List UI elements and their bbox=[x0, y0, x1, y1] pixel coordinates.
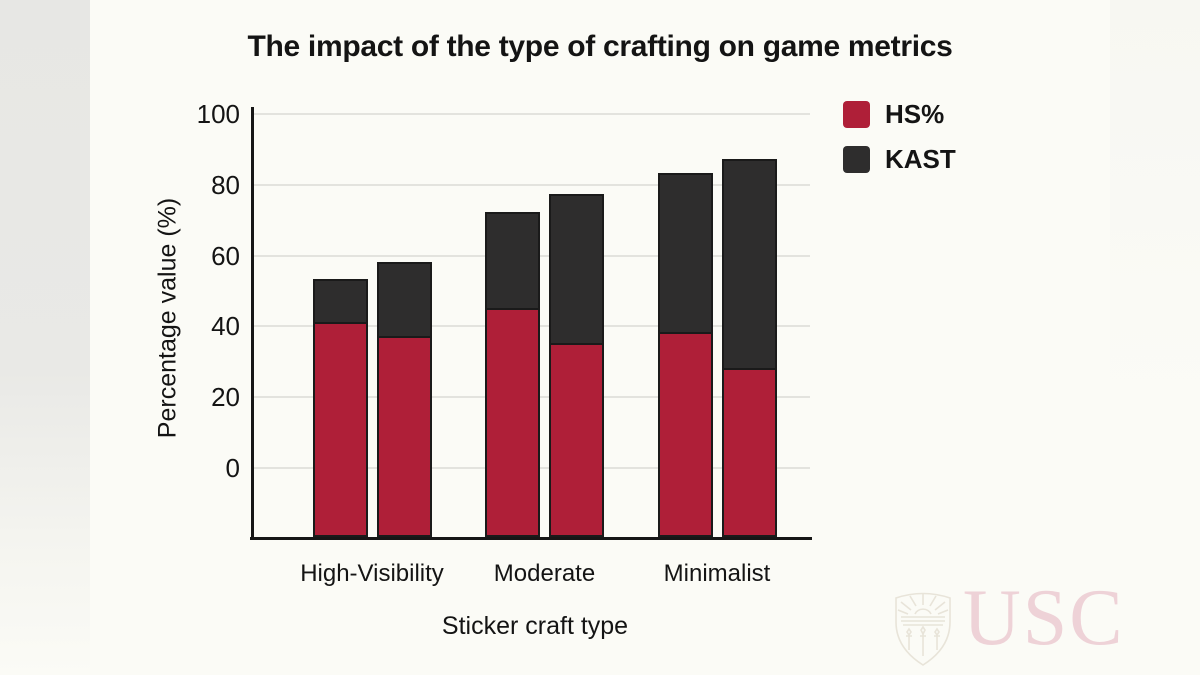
legend-label: KAST bbox=[885, 144, 956, 174]
bar-segment-hs bbox=[485, 307, 540, 537]
gridline-80 bbox=[254, 183, 810, 186]
legend-label: HS% bbox=[885, 99, 945, 129]
bar-moderate-1 bbox=[485, 212, 540, 537]
bar-segment-hs bbox=[312, 321, 368, 537]
legend-swatch-icon bbox=[843, 146, 870, 173]
legend-swatch-icon bbox=[843, 101, 870, 128]
bar-high-visibility-1 bbox=[312, 279, 368, 537]
x-tick-label-moderate: Moderate bbox=[493, 560, 596, 587]
x-axis-line bbox=[250, 537, 812, 540]
x-tick-label-high-visibility: High-Visibility bbox=[300, 560, 444, 587]
y-tick-label-40: 40 bbox=[211, 311, 240, 342]
background-right-gradient bbox=[1110, 0, 1200, 675]
legend: HS% KAST bbox=[843, 101, 956, 191]
bar-segment-hs bbox=[376, 336, 432, 537]
gridline-100 bbox=[254, 113, 810, 115]
x-axis-label: Sticker craft type bbox=[441, 612, 629, 640]
legend-item-hs: HS% bbox=[843, 101, 956, 128]
background-left-gradient bbox=[0, 0, 90, 675]
chart-title: The impact of the type of crafting on ga… bbox=[247, 30, 953, 63]
y-tick-label-100: 100 bbox=[196, 99, 240, 129]
bar-minimalist-1 bbox=[657, 173, 713, 537]
y-tick-label-0: 0 bbox=[225, 453, 240, 483]
x-tick-label-minimalist: Minimalist bbox=[663, 560, 771, 587]
bar-segment-hs bbox=[657, 332, 713, 537]
bar-minimalist-2 bbox=[721, 159, 777, 537]
bar-segment-hs bbox=[549, 343, 604, 537]
bar-segment-hs bbox=[721, 367, 777, 537]
bar-moderate-2 bbox=[549, 194, 604, 537]
y-tick-label-60: 60 bbox=[211, 240, 240, 271]
usc-watermark: USC bbox=[891, 574, 1125, 668]
usc-text: USC bbox=[963, 574, 1125, 662]
legend-item-kast: KAST bbox=[843, 146, 956, 173]
usc-shield-icon bbox=[895, 592, 951, 666]
y-tick-label-20: 20 bbox=[211, 382, 240, 413]
y-tick-label-80: 80 bbox=[211, 169, 240, 200]
bar-high-visibility-2 bbox=[376, 261, 432, 537]
y-axis-line bbox=[251, 107, 254, 540]
